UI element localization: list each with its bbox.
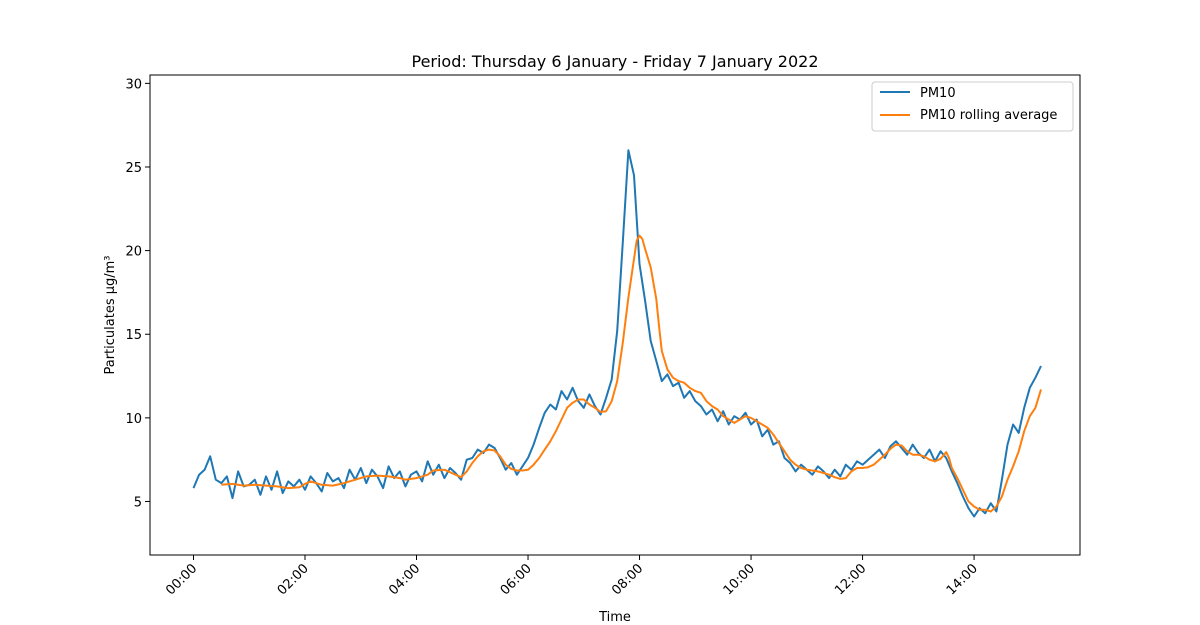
y-tick-label: 15 bbox=[125, 328, 142, 343]
legend: PM10 PM10 rolling average bbox=[871, 81, 1074, 132]
legend-frame bbox=[871, 81, 1074, 132]
y-tick-label: 10 bbox=[125, 412, 142, 427]
y-tick-label: 20 bbox=[125, 245, 142, 260]
legend-label-pm10-rolling-average: PM10 rolling average bbox=[920, 108, 1057, 123]
y-tick-label: 25 bbox=[125, 161, 142, 176]
legend-label-pm10: PM10 bbox=[920, 86, 956, 101]
axes-frame bbox=[149, 74, 1081, 556]
y-tick-label: 5 bbox=[134, 495, 142, 510]
chart-title: Period: Thursday 6 January - Friday 7 Ja… bbox=[411, 52, 818, 71]
x-axis-label: Time bbox=[598, 610, 631, 625]
series-line-pm10-rolling-average bbox=[221, 234, 1042, 513]
y-axis: 5 10 15 20 25 30 bbox=[125, 77, 150, 510]
plot-area bbox=[192, 149, 1042, 518]
y-tick-label: 30 bbox=[125, 77, 142, 92]
y-axis-label: Particulates μg/m³ bbox=[103, 255, 118, 374]
